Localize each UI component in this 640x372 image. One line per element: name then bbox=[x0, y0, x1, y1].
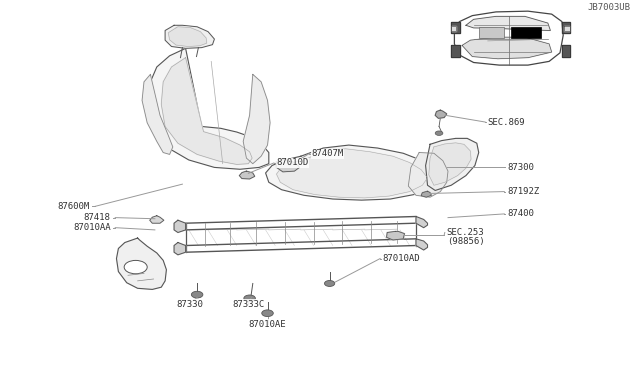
Polygon shape bbox=[387, 231, 404, 240]
Polygon shape bbox=[562, 45, 570, 57]
Text: (98856): (98856) bbox=[447, 237, 484, 246]
Text: 87010AE: 87010AE bbox=[249, 320, 286, 329]
Text: 87400: 87400 bbox=[507, 209, 534, 218]
Polygon shape bbox=[243, 74, 270, 164]
Text: 87010AD: 87010AD bbox=[383, 254, 420, 263]
Circle shape bbox=[124, 260, 147, 274]
Circle shape bbox=[262, 310, 273, 317]
Text: 87010AA: 87010AA bbox=[73, 223, 111, 232]
Polygon shape bbox=[562, 22, 570, 33]
Text: 87300: 87300 bbox=[507, 163, 534, 172]
Polygon shape bbox=[165, 25, 214, 48]
Text: 87600M: 87600M bbox=[58, 202, 90, 211]
FancyBboxPatch shape bbox=[479, 27, 504, 38]
Polygon shape bbox=[168, 27, 207, 46]
Polygon shape bbox=[451, 26, 456, 31]
Text: 87333C: 87333C bbox=[232, 300, 264, 309]
Polygon shape bbox=[276, 149, 428, 198]
Polygon shape bbox=[416, 217, 428, 228]
Polygon shape bbox=[408, 153, 448, 197]
Polygon shape bbox=[462, 37, 552, 59]
Polygon shape bbox=[150, 48, 269, 169]
Circle shape bbox=[324, 280, 335, 286]
Polygon shape bbox=[150, 216, 164, 223]
Polygon shape bbox=[435, 110, 447, 118]
Text: SEC.253: SEC.253 bbox=[447, 228, 484, 237]
Polygon shape bbox=[161, 58, 252, 164]
Circle shape bbox=[435, 131, 443, 135]
FancyBboxPatch shape bbox=[511, 27, 541, 38]
Polygon shape bbox=[276, 159, 300, 172]
Text: 87192Z: 87192Z bbox=[507, 187, 539, 196]
Polygon shape bbox=[451, 22, 460, 33]
Text: 87330: 87330 bbox=[176, 300, 203, 309]
Polygon shape bbox=[416, 239, 428, 250]
Text: 87407M: 87407M bbox=[312, 149, 344, 158]
Polygon shape bbox=[142, 74, 173, 154]
Polygon shape bbox=[451, 45, 460, 57]
Polygon shape bbox=[454, 11, 563, 65]
Polygon shape bbox=[174, 243, 186, 255]
Circle shape bbox=[191, 291, 203, 298]
Circle shape bbox=[244, 295, 255, 302]
Text: 87418: 87418 bbox=[84, 213, 111, 222]
Polygon shape bbox=[564, 26, 570, 31]
Text: SEC.869: SEC.869 bbox=[488, 118, 525, 126]
Polygon shape bbox=[421, 191, 431, 197]
Polygon shape bbox=[426, 138, 479, 190]
Polygon shape bbox=[174, 220, 186, 232]
Polygon shape bbox=[429, 143, 471, 185]
Text: 87010D: 87010D bbox=[276, 158, 308, 167]
Polygon shape bbox=[116, 238, 166, 289]
Polygon shape bbox=[266, 145, 438, 200]
Polygon shape bbox=[239, 171, 255, 179]
Text: JB7003UB: JB7003UB bbox=[588, 3, 630, 12]
Polygon shape bbox=[466, 16, 550, 31]
